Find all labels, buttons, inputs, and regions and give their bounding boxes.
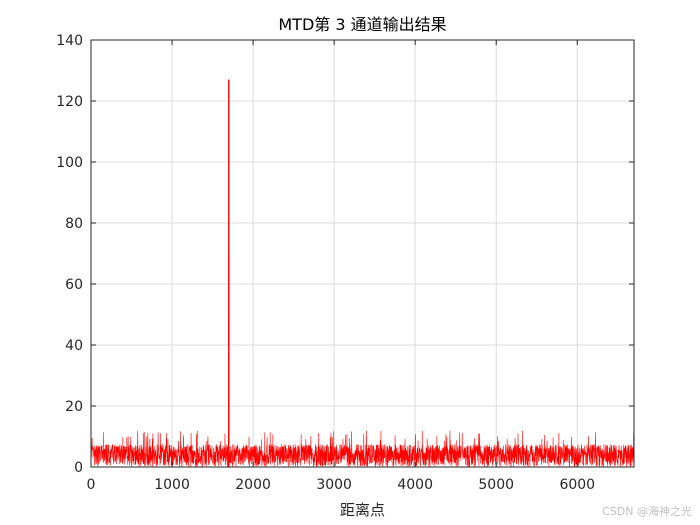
y-tick-label: 100 (56, 155, 83, 171)
data-series (90, 79, 635, 468)
y-tick-label: 60 (65, 277, 83, 293)
x-tick-label: 5000 (478, 477, 514, 493)
series-line (90, 79, 635, 468)
plot-area (91, 40, 634, 467)
y-tick-label: 40 (65, 338, 83, 354)
y-tick-label: 120 (56, 94, 83, 110)
x-tick-label: 3000 (316, 477, 352, 493)
x-tick-label: 6000 (559, 477, 595, 493)
watermark: CSDN @海神之光 (602, 505, 692, 518)
axis-ticks: 0 1000 2000 3000 4000 5000 6000 0 20 40 60 80 100 120… (56, 33, 634, 493)
y-tick-label: 80 (65, 216, 83, 232)
chart-title: MTD第 3 通道输出结果 (278, 15, 446, 34)
x-axis-label: 距离点 (340, 501, 385, 519)
y-tick-label: 20 (65, 399, 83, 415)
x-tick-label: 0 (87, 477, 96, 493)
y-tick-label: 0 (74, 460, 83, 476)
axes-box (90, 39, 635, 468)
x-tick-label: 1000 (154, 477, 190, 493)
x-tick-label: 4000 (397, 477, 433, 493)
x-tick-label: 2000 (235, 477, 271, 493)
y-tick-label: 140 (56, 33, 83, 49)
